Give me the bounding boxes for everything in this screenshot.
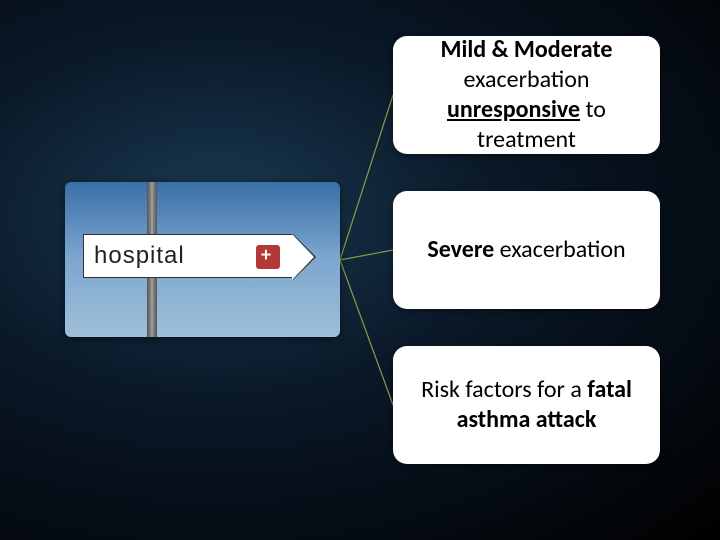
hospital-sign-image: hospital — [65, 182, 340, 337]
sky-background: hospital — [65, 182, 340, 337]
info-card-3: Risk factors for a fatalasthma attack — [393, 346, 660, 464]
info-card-1: Mild & Moderateexacerbationunresponsive … — [393, 36, 660, 154]
hospital-cross-icon — [256, 245, 280, 269]
slide: hospital Mild & Moderateexacerbationunre… — [0, 0, 720, 540]
info-card-2: Severe exacerbation — [393, 191, 660, 309]
direction-sign: hospital — [83, 234, 293, 278]
sign-label: hospital — [94, 242, 185, 270]
